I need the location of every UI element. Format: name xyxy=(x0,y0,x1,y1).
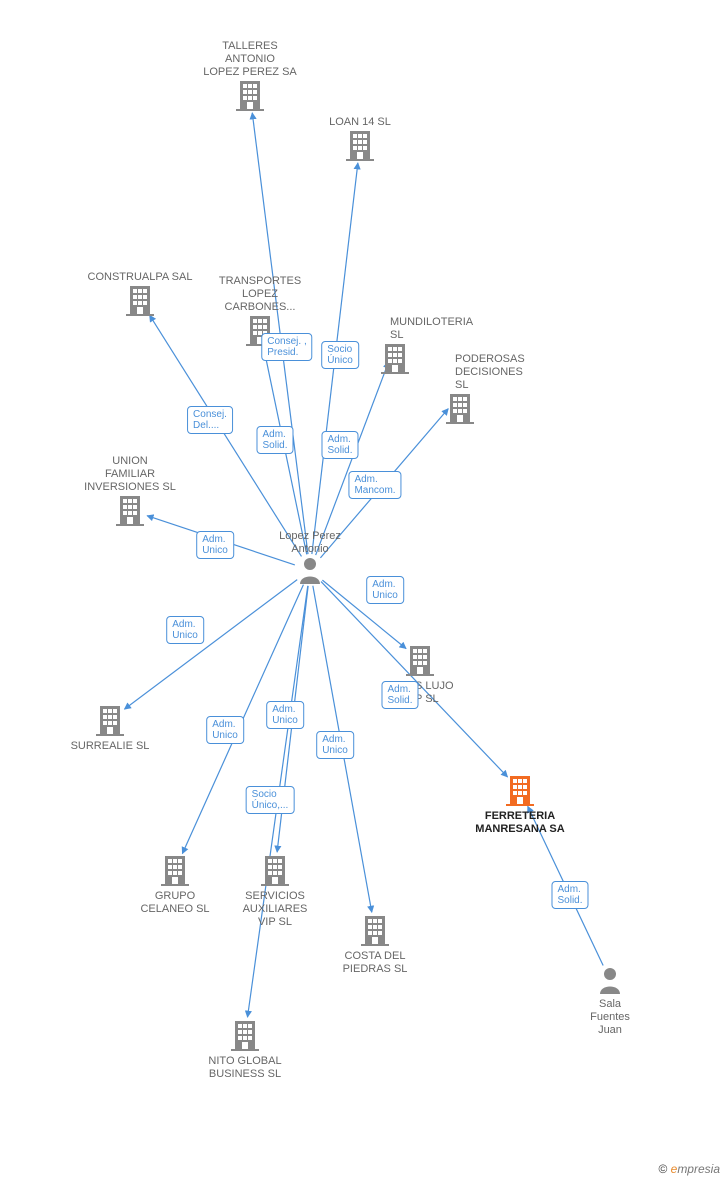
node-label: COSTA DEL PIEDRAS SL xyxy=(315,950,435,976)
diagram-stage: Lopez Perez Antonio Sala Fuentes Juan TAL… xyxy=(0,0,728,1180)
edge-label: Adm.Mancom. xyxy=(348,471,401,499)
copyright-symbol: © xyxy=(658,1162,667,1176)
edge-label: Adm.Unico xyxy=(166,616,204,644)
node-poderosas[interactable]: PODEROSAS DECISIONES SL xyxy=(400,349,520,424)
building-icon xyxy=(261,854,289,886)
node-label: NITO GLOBAL BUSINESS SL xyxy=(185,1055,305,1081)
edge-label: Consej. ,Presid. xyxy=(261,333,312,361)
building-icon xyxy=(236,79,264,111)
node-loan14[interactable]: LOAN 14 SL xyxy=(300,112,420,161)
node-costa[interactable]: COSTA DEL PIEDRAS SL xyxy=(315,914,435,976)
node-label: CONSTRUALPA SAL xyxy=(80,271,200,284)
edge-label: Consej.Del.... xyxy=(187,406,233,434)
building-icon xyxy=(161,854,189,886)
building-icon xyxy=(96,704,124,736)
person-icon xyxy=(298,556,322,584)
building-icon xyxy=(406,644,434,676)
edge-label: Adm.Unico xyxy=(316,731,354,759)
edge-label: Adm.Solid. xyxy=(381,681,418,709)
building-icon xyxy=(506,774,534,806)
node-sala[interactable]: Sala Fuentes Juan xyxy=(550,966,670,1037)
person-icon xyxy=(598,966,622,994)
node-construalpa[interactable]: CONSTRUALPA SAL xyxy=(80,267,200,316)
node-label: PODEROSAS DECISIONES SL xyxy=(455,353,520,392)
node-surrealie[interactable]: SURREALIE SL xyxy=(50,704,170,753)
node-label: TALLERES ANTONIO LOPEZ PEREZ SA xyxy=(190,40,310,79)
node-label: SURREALIE SL xyxy=(50,740,170,753)
node-label: LOAN 14 SL xyxy=(300,116,420,129)
edge-label: SocioÚnico,... xyxy=(246,786,295,814)
node-union[interactable]: UNION FAMILIAR INVERSIONES SL xyxy=(70,451,190,526)
node-lopez[interactable]: Lopez Perez Antonio xyxy=(250,526,370,584)
edge-label: Adm.Solid. xyxy=(321,431,358,459)
node-label: MUNDILOTERIA SL xyxy=(390,316,455,342)
edge-label: Adm.Solid. xyxy=(551,881,588,909)
edge-label: Adm.Unico xyxy=(206,716,244,744)
node-label: TRANSPORTES LOPEZ CARBONES... xyxy=(200,275,320,314)
edge-label: Adm.Unico xyxy=(366,576,404,604)
building-icon xyxy=(126,284,154,316)
edge-label: Adm.Unico xyxy=(196,531,234,559)
building-icon xyxy=(116,494,144,526)
node-nito[interactable]: NITO GLOBAL BUSINESS SL xyxy=(185,1019,305,1081)
node-talleres[interactable]: TALLERES ANTONIO LOPEZ PEREZ SA xyxy=(190,36,310,111)
edge-label: Adm.Solid. xyxy=(256,426,293,454)
node-label: S LUJO P SL xyxy=(415,680,480,706)
node-label: UNION FAMILIAR INVERSIONES SL xyxy=(70,455,190,494)
node-label: Lopez Perez Antonio xyxy=(250,530,370,556)
footer-copyright: © empresia xyxy=(658,1162,720,1176)
building-icon xyxy=(346,129,374,161)
building-icon xyxy=(446,392,474,424)
building-icon xyxy=(361,914,389,946)
node-ferreteria[interactable]: FERRETERIA MANRESANA SA xyxy=(460,774,580,836)
edge-line xyxy=(124,580,297,710)
edge-label: Adm.Unico xyxy=(266,701,304,729)
brand-rest: mpresia xyxy=(677,1162,720,1176)
node-label: Sala Fuentes Juan xyxy=(550,998,670,1037)
node-label: FERRETERIA MANRESANA SA xyxy=(460,810,580,836)
node-lujo[interactable]: S LUJO P SL xyxy=(360,644,480,706)
edge-label: SocioÚnico xyxy=(321,341,359,369)
building-icon xyxy=(231,1019,259,1051)
